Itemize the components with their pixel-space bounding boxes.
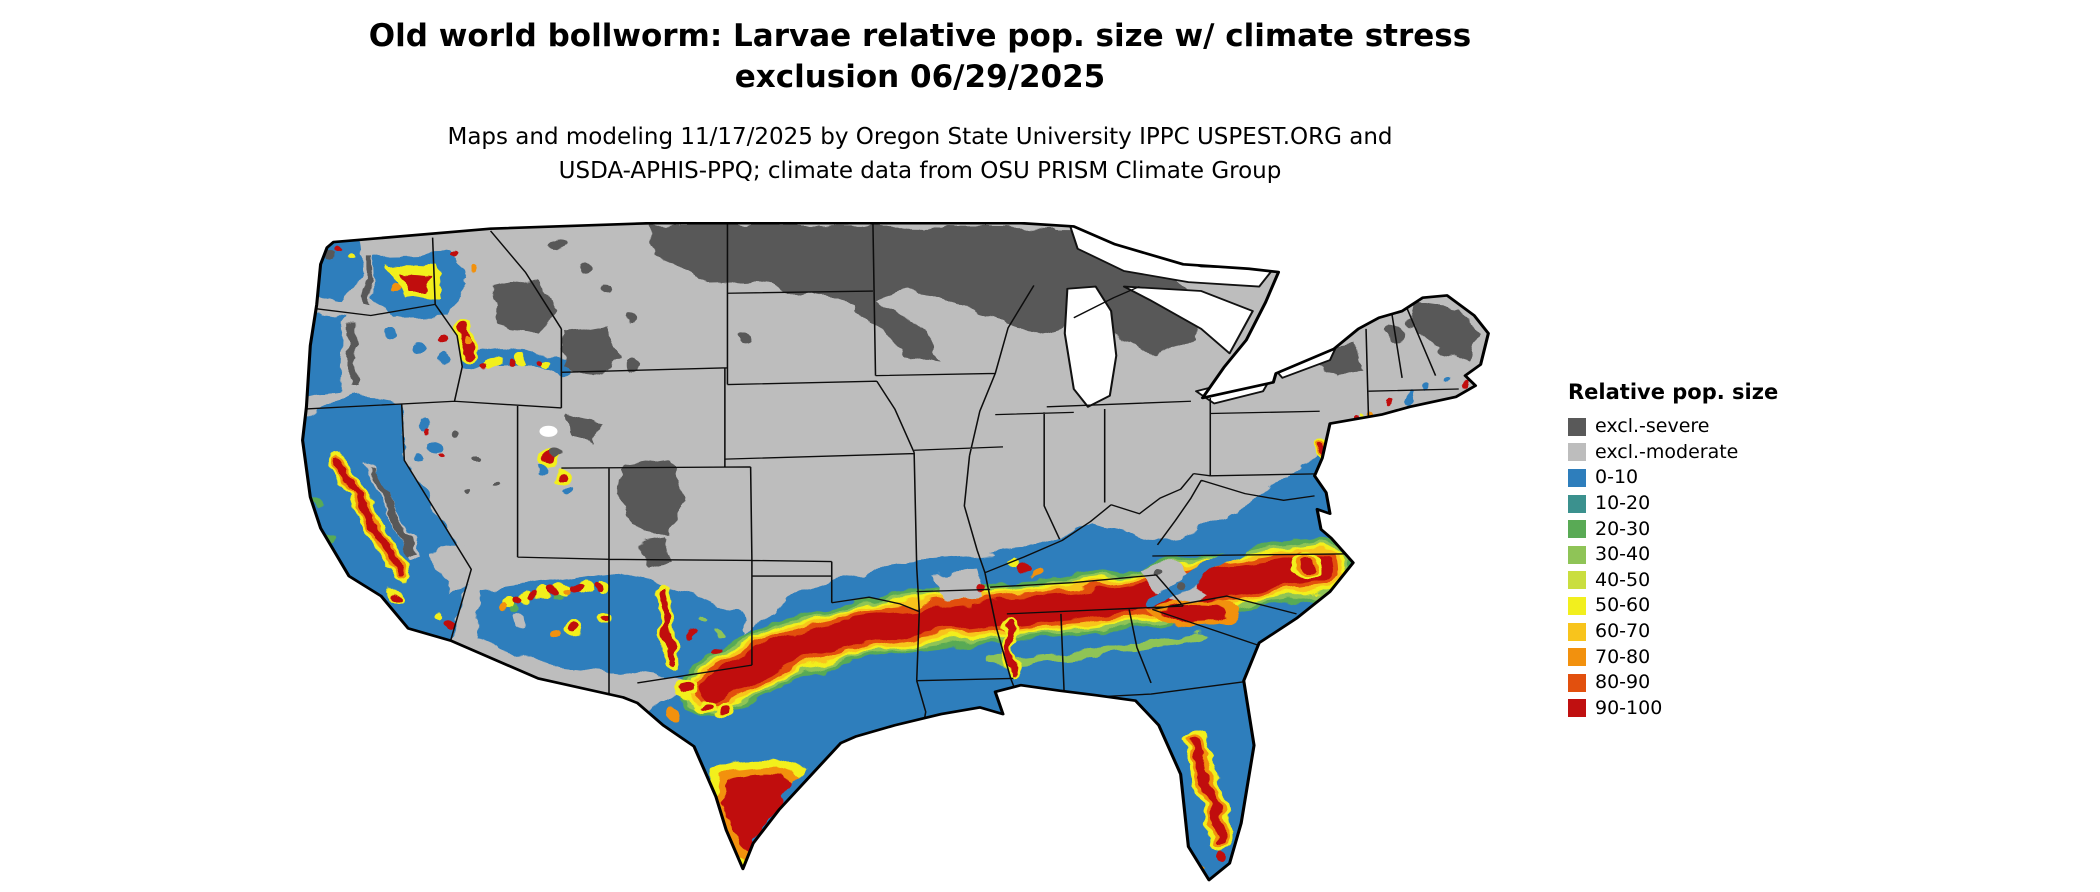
legend-swatch <box>1568 571 1586 590</box>
legend-label: 0-10 <box>1595 466 1639 489</box>
map-layer-excl-moderate-base <box>302 223 1489 880</box>
legend: Relative pop. size excl.-severe excl.-mo… <box>1568 380 1888 721</box>
lake-huron <box>1122 285 1254 355</box>
legend-label: 30-40 <box>1595 543 1651 566</box>
map-title: Old world bollworm: Larvae relative pop.… <box>0 16 1840 98</box>
legend-row: 30-40 <box>1568 542 1888 568</box>
legend-swatch <box>1568 417 1586 436</box>
legend-swatch <box>1568 673 1586 692</box>
legend-row: 70-80 <box>1568 644 1888 670</box>
legend-row: 50-60 <box>1568 593 1888 619</box>
legend-swatch <box>1568 622 1586 641</box>
legend-row: 80-90 <box>1568 670 1888 696</box>
map-title-line1: Old world bollworm: Larvae relative pop.… <box>368 18 1472 54</box>
map-layer-red-specks <box>334 245 1473 863</box>
legend-row: 90-100 <box>1568 696 1888 722</box>
us-outline <box>301 222 1490 882</box>
legend-label: excl.-moderate <box>1595 440 1739 463</box>
legend-row: 40-50 <box>1568 568 1888 594</box>
legend-swatch <box>1568 596 1586 615</box>
legend-label: 10-20 <box>1595 492 1651 515</box>
legend-items: excl.-severe excl.-moderate 0-10 10-20 2… <box>1568 414 1888 721</box>
legend-row: 10-20 <box>1568 491 1888 517</box>
legend-row: 20-30 <box>1568 516 1888 542</box>
map-subtitle: Maps and modeling 11/17/2025 by Oregon S… <box>0 120 1840 188</box>
us-map <box>301 222 1490 882</box>
legend-row: excl.-severe <box>1568 414 1888 440</box>
legend-title: Relative pop. size <box>1568 380 1779 404</box>
legend-row: excl.-moderate <box>1568 440 1888 466</box>
legend-swatch <box>1568 494 1586 513</box>
map-hot-band <box>679 538 1356 718</box>
legend-label: 60-70 <box>1595 620 1651 643</box>
map-florida-core <box>1184 733 1231 852</box>
legend-row: 0-10 <box>1568 465 1888 491</box>
legend-swatch <box>1568 699 1586 718</box>
legend-label: 80-90 <box>1595 671 1651 694</box>
legend-label: 40-50 <box>1595 568 1651 591</box>
map-subtitle-line2: USDA-APHIS-PPQ; climate data from OSU PR… <box>558 158 1282 184</box>
legend-swatch <box>1568 545 1586 564</box>
legend-label: 90-100 <box>1595 696 1663 719</box>
legend-label: 70-80 <box>1595 645 1651 668</box>
legend-label: excl.-severe <box>1595 415 1710 438</box>
legend-swatch <box>1568 443 1586 462</box>
lake-michigan <box>1063 285 1118 408</box>
legend-swatch <box>1568 468 1586 487</box>
legend-label: 20-30 <box>1595 517 1651 540</box>
legend-swatch <box>1568 520 1586 539</box>
map-subtitle-line1: Maps and modeling 11/17/2025 by Oregon S… <box>447 124 1393 150</box>
state-borders <box>303 224 1459 741</box>
legend-swatch <box>1568 648 1586 667</box>
legend-label: 50-60 <box>1595 594 1651 617</box>
great-salt-lake <box>539 425 558 437</box>
map-title-line2: exclusion 06/29/2025 <box>734 59 1106 95</box>
legend-row: 60-70 <box>1568 619 1888 645</box>
